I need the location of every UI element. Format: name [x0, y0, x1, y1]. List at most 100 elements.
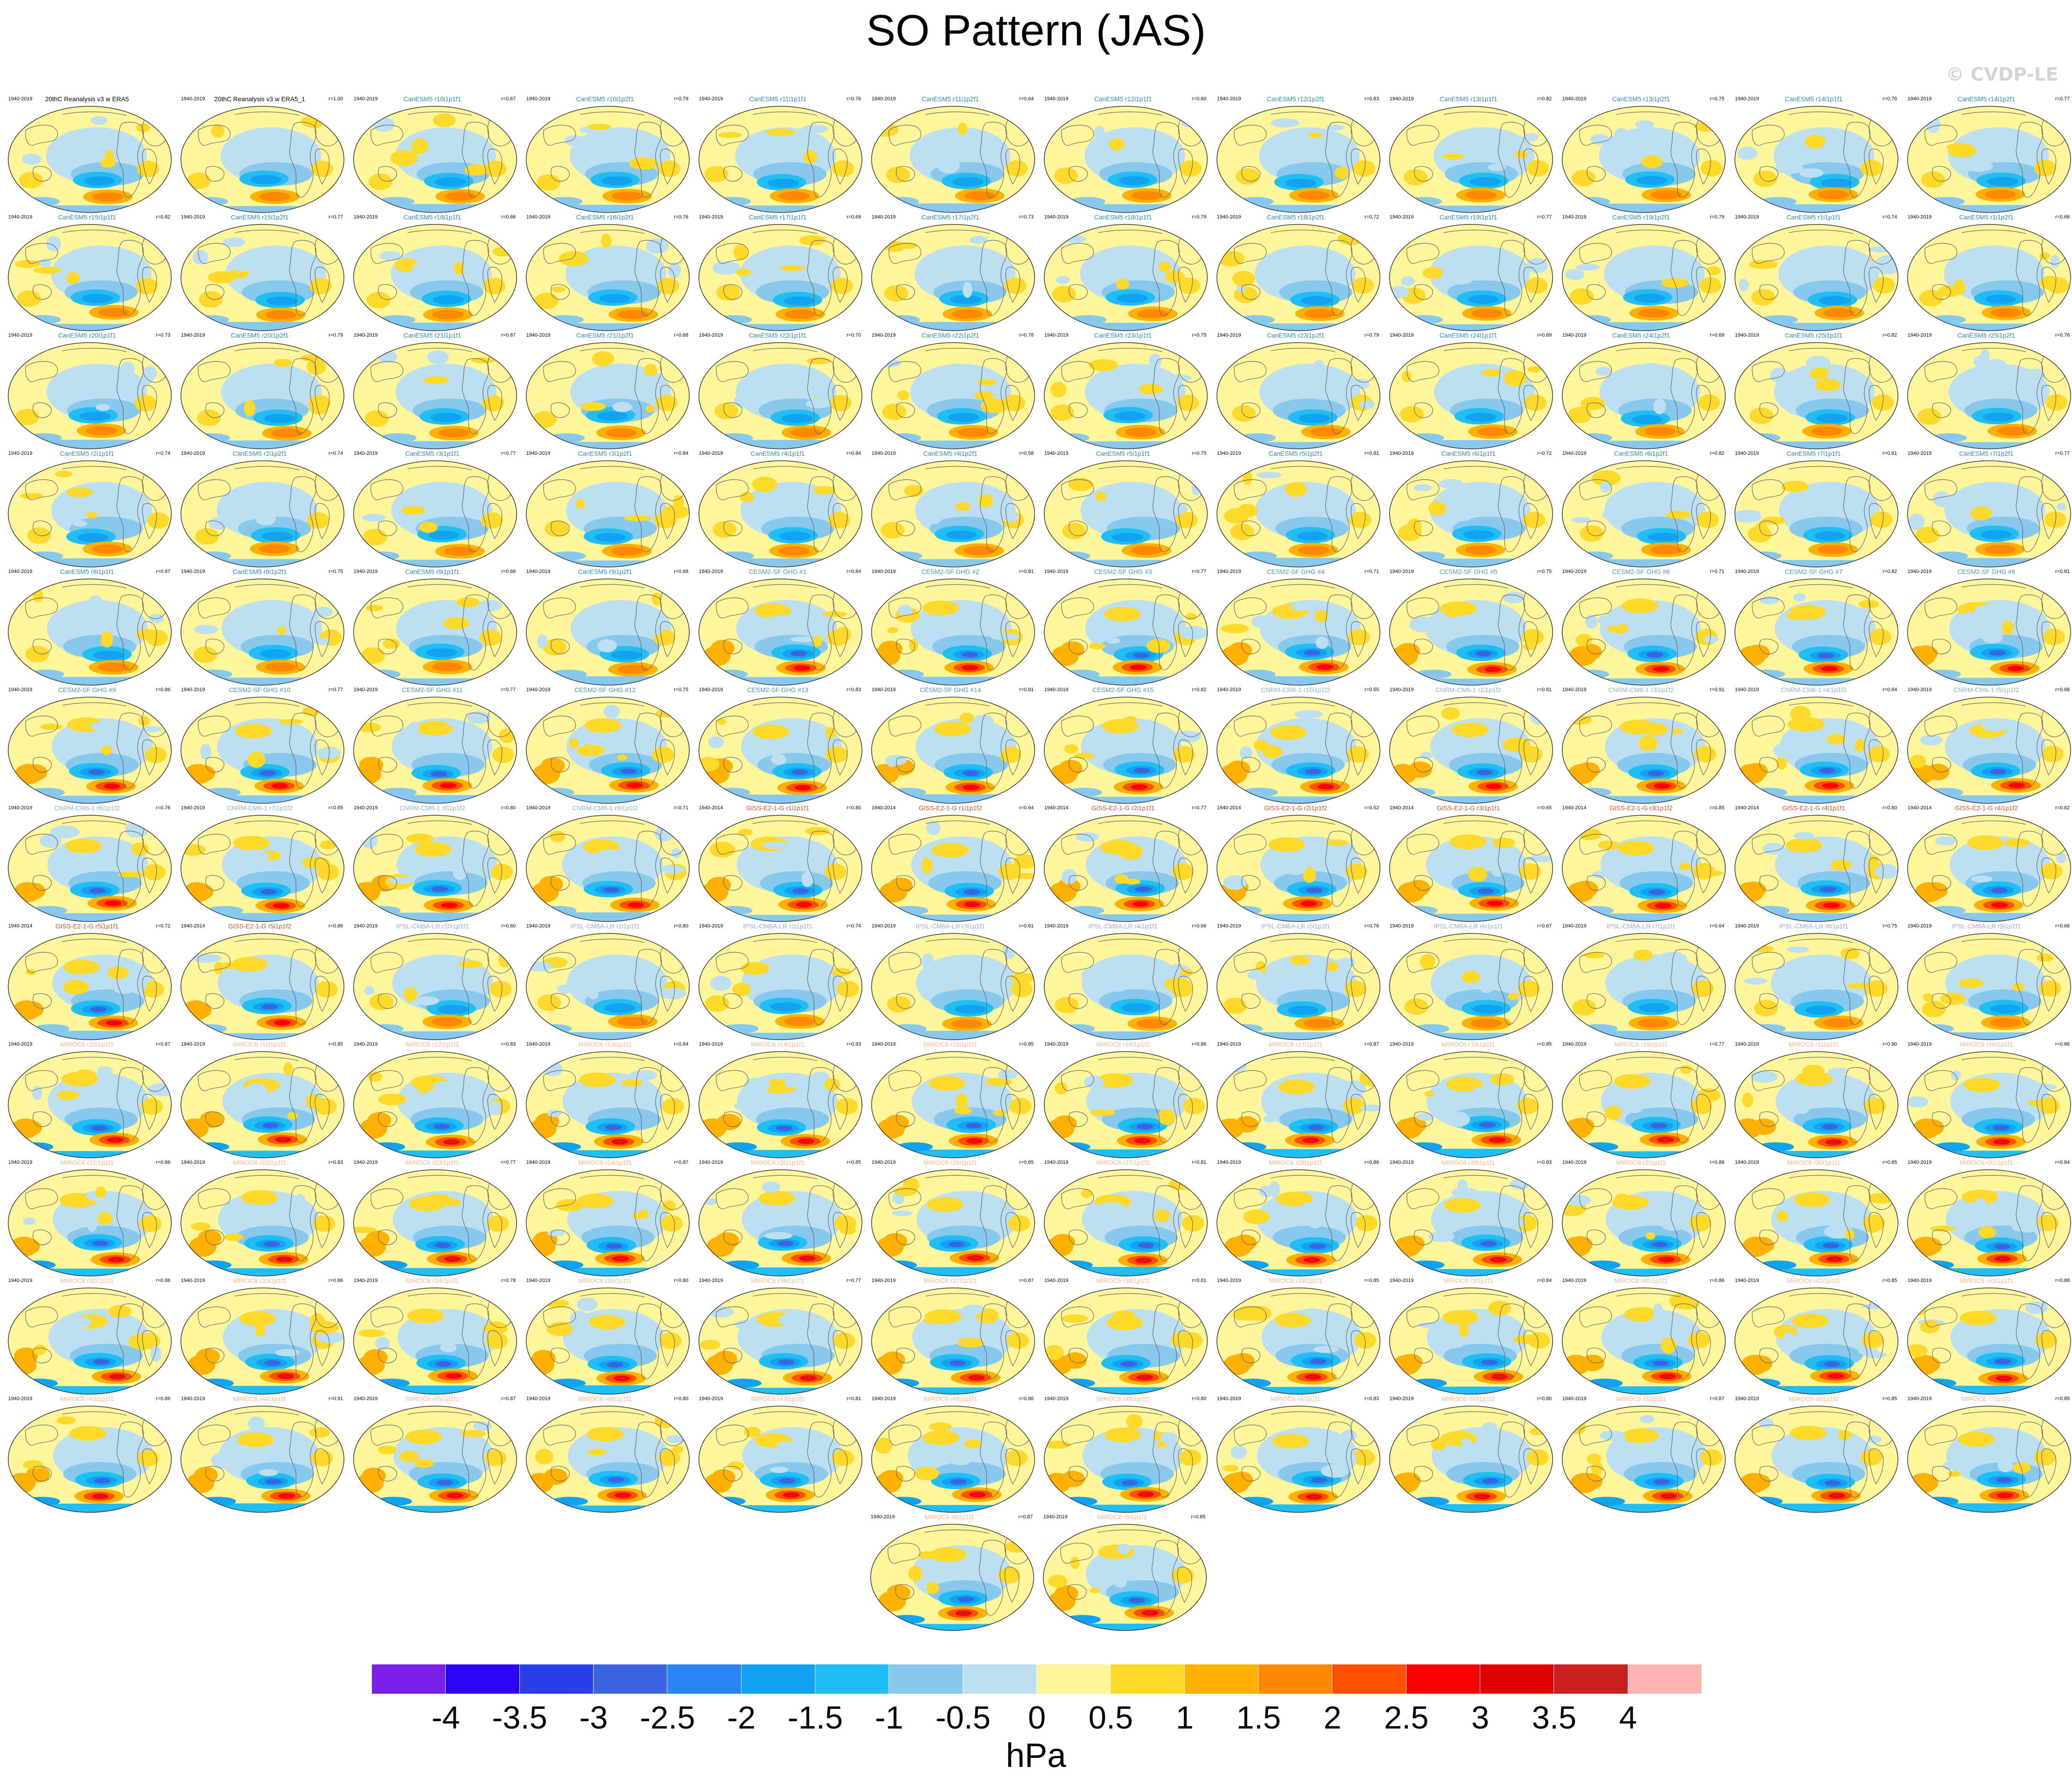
panel-period: 1940-2019 — [872, 923, 896, 929]
panel-correlation: r=0.75 — [1537, 569, 1552, 574]
panel-period: 1940-2019 — [1044, 1160, 1069, 1165]
colorbar-swatch — [741, 1664, 815, 1694]
globe-map — [870, 1524, 1034, 1631]
panel-correlation: r=0.81 — [1019, 687, 1034, 693]
map-panel: 1940-2019 CNRM-CM6-1 r8i1p1f2 r=0.80 — [347, 804, 518, 923]
panel-title: CanESM5 r20i1p1f1 — [58, 332, 116, 339]
panel-correlation: r=0.66 — [501, 569, 516, 574]
panel-title: CanESM5 r24i1p1f1 — [1439, 332, 1498, 339]
panel-period: 1940-2019 — [872, 687, 896, 693]
panel-title: CanESM5 r23i1p2f1 — [1266, 332, 1325, 339]
panel-title: CESM2-SF GHG #3 — [1094, 568, 1152, 575]
globe-map — [871, 342, 1035, 449]
panel-correlation: r=0.64 — [1882, 687, 1898, 693]
globe-map — [1216, 815, 1380, 922]
panel-title: IPSL-CM6A-LR r3i1p1f1 — [916, 922, 985, 930]
panel-title: CanESM5 r1i1p2f1 — [1959, 213, 2014, 221]
panel-title: CanESM5 r17i1p1f1 — [748, 213, 807, 221]
globe-map — [8, 1051, 172, 1158]
panel-correlation: r=0.76 — [2055, 333, 2070, 338]
map-panel: 1940-2019 CESM2-SF GHG #9 r=0.86 — [2, 686, 172, 805]
panel-title: MIROC6 r42i1p1f1 — [1959, 1277, 2013, 1284]
globe-map — [1044, 224, 1208, 331]
panel-period: 1940-2019 — [181, 214, 205, 220]
panel-title: CanESM5 r2i1p2f1 — [232, 450, 287, 457]
map-panel: 1940-2014 GISS-E2-1-G r1i1p1f1 r=0.80 — [692, 804, 863, 923]
panel-period: 1940-2019 — [526, 214, 551, 220]
colorbar-swatch — [1554, 1664, 1628, 1694]
panel-period: 1940-2019 — [526, 1160, 551, 1165]
panel-period: 1940-2019 — [699, 1042, 723, 1047]
panel-period: 1940-2019 — [1390, 1396, 1414, 1402]
panel-period: 1940-2019 — [354, 333, 378, 338]
panel-title: CanESM5 r11i1p1f1 — [749, 95, 807, 103]
globe-map — [1562, 1287, 1726, 1395]
panel-title: MIROC6 r18i1p1f1 — [1441, 1041, 1495, 1048]
globe-map — [1216, 460, 1380, 567]
map-panel: 1940-2019 CESM2-SF GHG #6 r=0.71 — [1556, 568, 1726, 687]
map-panel: 1940-2019 CanESM5 r11i1p2f1 r=0.64 — [865, 95, 1036, 214]
panel-title: CanESM5 r16i1p2f1 — [576, 213, 634, 221]
globe-map — [1389, 1287, 1553, 1395]
panel-period: 1940-2019 — [1908, 451, 1932, 456]
panel-title: MIROC6 r34i1p1f1 — [405, 1277, 459, 1284]
panel-period: 1940-2019 — [1390, 1278, 1414, 1283]
globe-map — [1907, 1051, 2071, 1158]
panel-title: MIROC6 r31i1p1f1 — [1959, 1159, 2013, 1166]
panel-correlation: r=1.00 — [328, 96, 344, 102]
globe-map — [1216, 933, 1380, 1040]
panel-correlation: r=0.78 — [501, 1278, 516, 1283]
globe-map — [871, 224, 1035, 331]
map-panel: 1940-2019 CanESM5 r2i1p2f1 r=0.74 — [174, 450, 345, 569]
globe-map — [698, 1406, 862, 1513]
panel-period: 1940-2019 — [1735, 923, 1759, 929]
globe-map — [1216, 1287, 1380, 1395]
panel-correlation: r=0.86 — [328, 923, 344, 929]
map-panel: 1940-2019 CanESM5 r18i1p2f1 r=0.72 — [1210, 213, 1381, 333]
panel-period: 1940-2019 — [699, 1396, 723, 1402]
panel-correlation: r=0.76 — [1882, 96, 1898, 102]
panel-period: 1940-2019 — [526, 1042, 551, 1047]
panel-period: 1940-2019 — [1044, 214, 1069, 220]
panel-correlation: r=0.64 — [1019, 805, 1034, 811]
panel-correlation: r=0.55 — [1364, 687, 1380, 693]
panel-correlation: r=0.81 — [1364, 451, 1380, 456]
globe-map — [1389, 578, 1553, 686]
panel-correlation: r=0.64 — [1019, 96, 1034, 102]
panel-title: CanESM5 r21i1p2f1 — [576, 332, 634, 339]
panel-title: MIROC6 r5i1p1f1 — [1616, 1395, 1666, 1402]
panel-period: 1940-2019 — [181, 1042, 205, 1047]
panel-title: CanESM5 r8i1p2f1 — [232, 568, 287, 575]
panel-correlation: r=0.80 — [1882, 805, 1898, 811]
map-panel: 1940-2019 CanESM5 r14i1p1f1 r=0.76 — [1728, 95, 1899, 214]
panel-period: 1940-2019 — [181, 1396, 205, 1402]
panel-correlation: r=0.69 — [846, 214, 862, 220]
map-panel: 1940-2019 MIROC6 r19i1p1f1 r=0.77 — [1556, 1041, 1726, 1160]
panel-correlation: r=0.72 — [1364, 214, 1380, 220]
map-panel: 1940-2019 CanESM5 r9i1p1f1 r=0.66 — [347, 568, 518, 687]
map-panel: 1940-2019 CanESM5 r15i1p1f1 r=0.82 — [2, 213, 172, 333]
panel-correlation: r=0.77 — [501, 687, 516, 693]
panel-title: MIROC6 r43i1p1f1 — [60, 1395, 114, 1402]
panel-title: CESM2-SF GHG #4 — [1266, 568, 1325, 575]
globe-map — [180, 1287, 344, 1395]
map-panel: 1940-2019 CanESM5 r7i1p2f1 r=0.77 — [1901, 450, 2072, 569]
panel-title: CanESM5 r9i1p1f1 — [405, 568, 460, 575]
panel-title: CanESM5 r14i1p1f1 — [1784, 95, 1843, 103]
panel-correlation: r=0.77 — [846, 1278, 862, 1283]
panel-title: GISS-E2-1-G r1i1p1f1 — [746, 804, 809, 812]
panel-correlation: r=0.74 — [1882, 214, 1898, 220]
map-panel: 1940-2019 MIROC6 r24i1p1f1 r=0.87 — [520, 1159, 690, 1278]
globe-map — [698, 697, 862, 804]
map-panel: 1940-2019 MIROC6 r45i1p1f1 r=0.87 — [347, 1395, 518, 1514]
panel-title: MIROC6 r44i1p1f1 — [233, 1395, 287, 1402]
panel-correlation: r=0.83 — [328, 1160, 344, 1165]
panel-title: MIROC6 r22i1p1f1 — [233, 1159, 287, 1166]
globe-map — [8, 578, 172, 686]
map-panel: 1940-2019 IPSL-CM6A-LR r4i1p1f1 r=0.66 — [1038, 922, 1208, 1042]
panel-period: 1940-2019 — [354, 569, 378, 574]
panel-title: CESM2-SF GHG #1 — [748, 568, 807, 575]
panel-title: MIROC6 r40i1p1f1 — [1614, 1277, 1668, 1284]
panel-correlation: r=0.86 — [2055, 1042, 2070, 1047]
colorbar-tick-label: -1 — [875, 1700, 904, 1735]
